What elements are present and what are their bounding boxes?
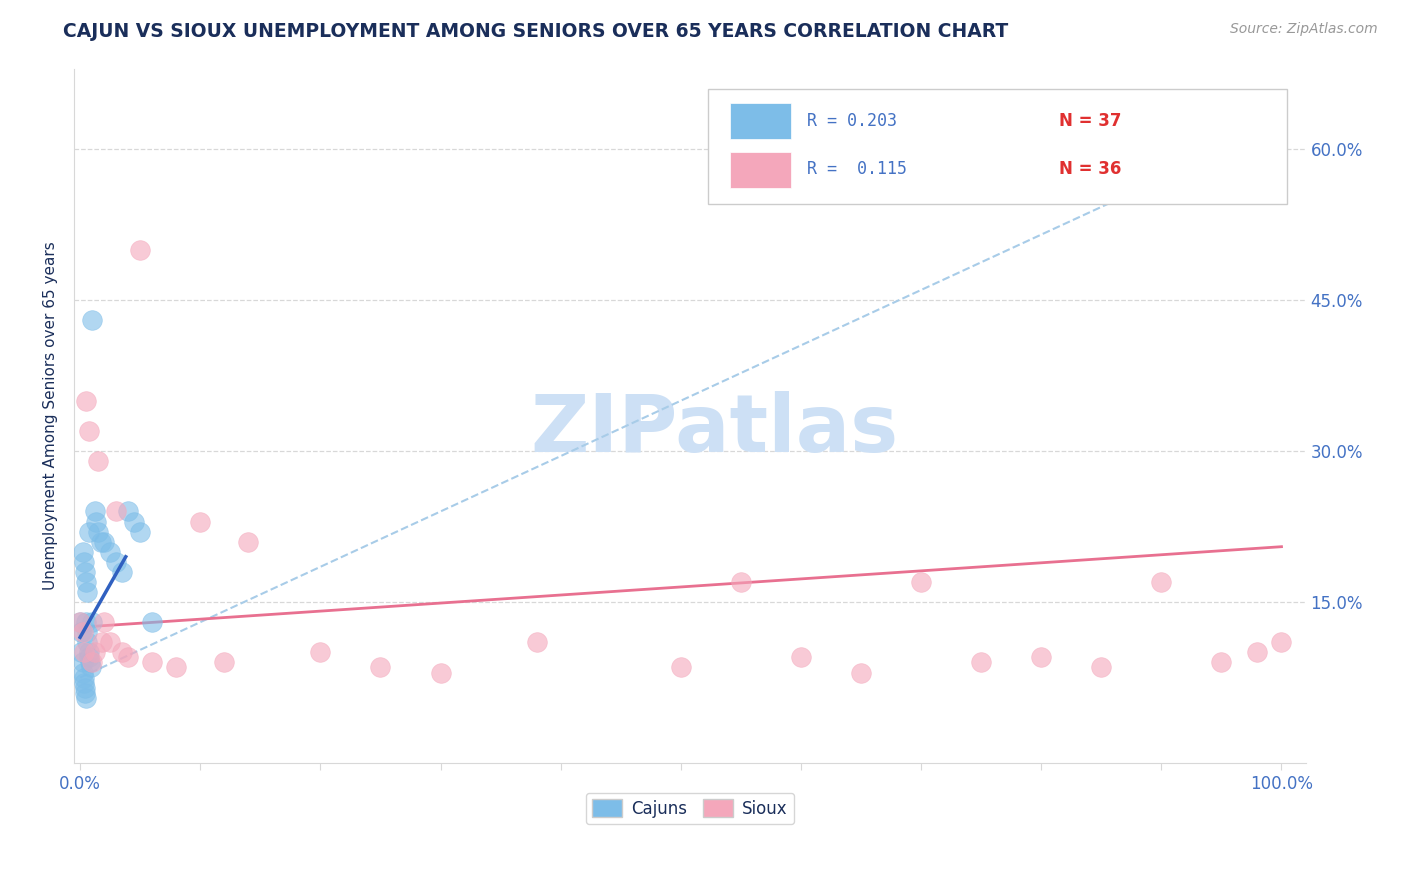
Point (93, 615, 115, 630)
Point (82, 656, 104, 670)
Point (70, 645, 93, 659)
Point (73, 675, 96, 690)
Point (87, 454, 110, 468)
Point (89, 534, 111, 549)
Point (1031, 650, 1053, 665)
Point (79, 656, 101, 670)
FancyBboxPatch shape (731, 103, 790, 139)
Point (80, 660, 103, 674)
Y-axis label: Unemployment Among Seniors over 65 years: Unemployment Among Seniors over 65 years (44, 242, 58, 591)
Point (90, 635, 112, 649)
Text: ZIPatlas: ZIPatlas (530, 391, 898, 468)
Point (98, 635, 121, 649)
Point (1211, 656, 1233, 670)
Point (83, 645, 105, 659)
Text: R =  0.115: R = 0.115 (807, 161, 907, 178)
Point (730, 574, 752, 589)
Text: CAJUN VS SIOUX UNEMPLOYMENT AMONG SENIORS OVER 65 YEARS CORRELATION CHART: CAJUN VS SIOUX UNEMPLOYMENT AMONG SENIOR… (63, 22, 1008, 41)
Point (72, 625, 94, 640)
Point (141, 656, 163, 670)
Point (73, 645, 96, 659)
Point (87, 524, 110, 539)
Point (238, 534, 260, 549)
Point (73, 555, 96, 569)
Point (111, 645, 134, 659)
Point (309, 645, 332, 659)
Point (72, 545, 94, 559)
Point (77, 424, 100, 438)
Point (76, 635, 98, 649)
Point (165, 660, 187, 674)
Point (82, 313, 104, 327)
Point (82, 615, 104, 630)
Point (122, 515, 145, 529)
Point (117, 650, 139, 665)
Point (129, 524, 152, 539)
Point (1090, 660, 1112, 674)
Point (73, 565, 96, 579)
Point (75, 574, 97, 589)
Point (72, 665, 94, 680)
Point (98, 545, 121, 559)
Point (111, 565, 134, 579)
Point (72, 656, 94, 670)
Point (75, 690, 97, 705)
Text: N = 36: N = 36 (1059, 161, 1122, 178)
Point (83, 504, 105, 518)
Point (117, 504, 139, 518)
Point (129, 243, 152, 257)
Point (69, 615, 91, 630)
Point (77, 650, 100, 665)
Point (70, 625, 93, 640)
Point (214, 656, 236, 670)
Point (69, 615, 91, 630)
Point (429, 665, 451, 680)
Point (84, 515, 107, 529)
Text: Source: ZipAtlas.com: Source: ZipAtlas.com (1230, 22, 1378, 37)
FancyBboxPatch shape (731, 152, 790, 188)
Text: N = 37: N = 37 (1059, 112, 1122, 129)
Point (188, 515, 211, 529)
Text: R = 0.203: R = 0.203 (807, 112, 897, 129)
FancyBboxPatch shape (709, 89, 1286, 204)
Point (849, 665, 872, 680)
Point (1270, 635, 1292, 649)
Point (73, 681, 96, 695)
Point (73, 686, 96, 700)
Point (669, 660, 692, 674)
Point (1246, 645, 1268, 659)
Point (76, 585, 98, 599)
Point (77, 645, 100, 659)
Point (75, 615, 97, 630)
Point (93, 534, 115, 549)
Point (526, 635, 548, 649)
Point (77, 524, 100, 539)
Point (970, 656, 993, 670)
Point (1150, 574, 1173, 589)
Point (910, 574, 932, 589)
Point (141, 615, 163, 630)
Point (370, 660, 392, 674)
Point (790, 650, 813, 665)
Point (105, 555, 128, 569)
Point (76, 625, 98, 640)
Point (75, 393, 97, 408)
Point (73, 671, 96, 685)
Point (105, 504, 128, 518)
Legend: Cajuns, Sioux: Cajuns, Sioux (586, 793, 794, 824)
